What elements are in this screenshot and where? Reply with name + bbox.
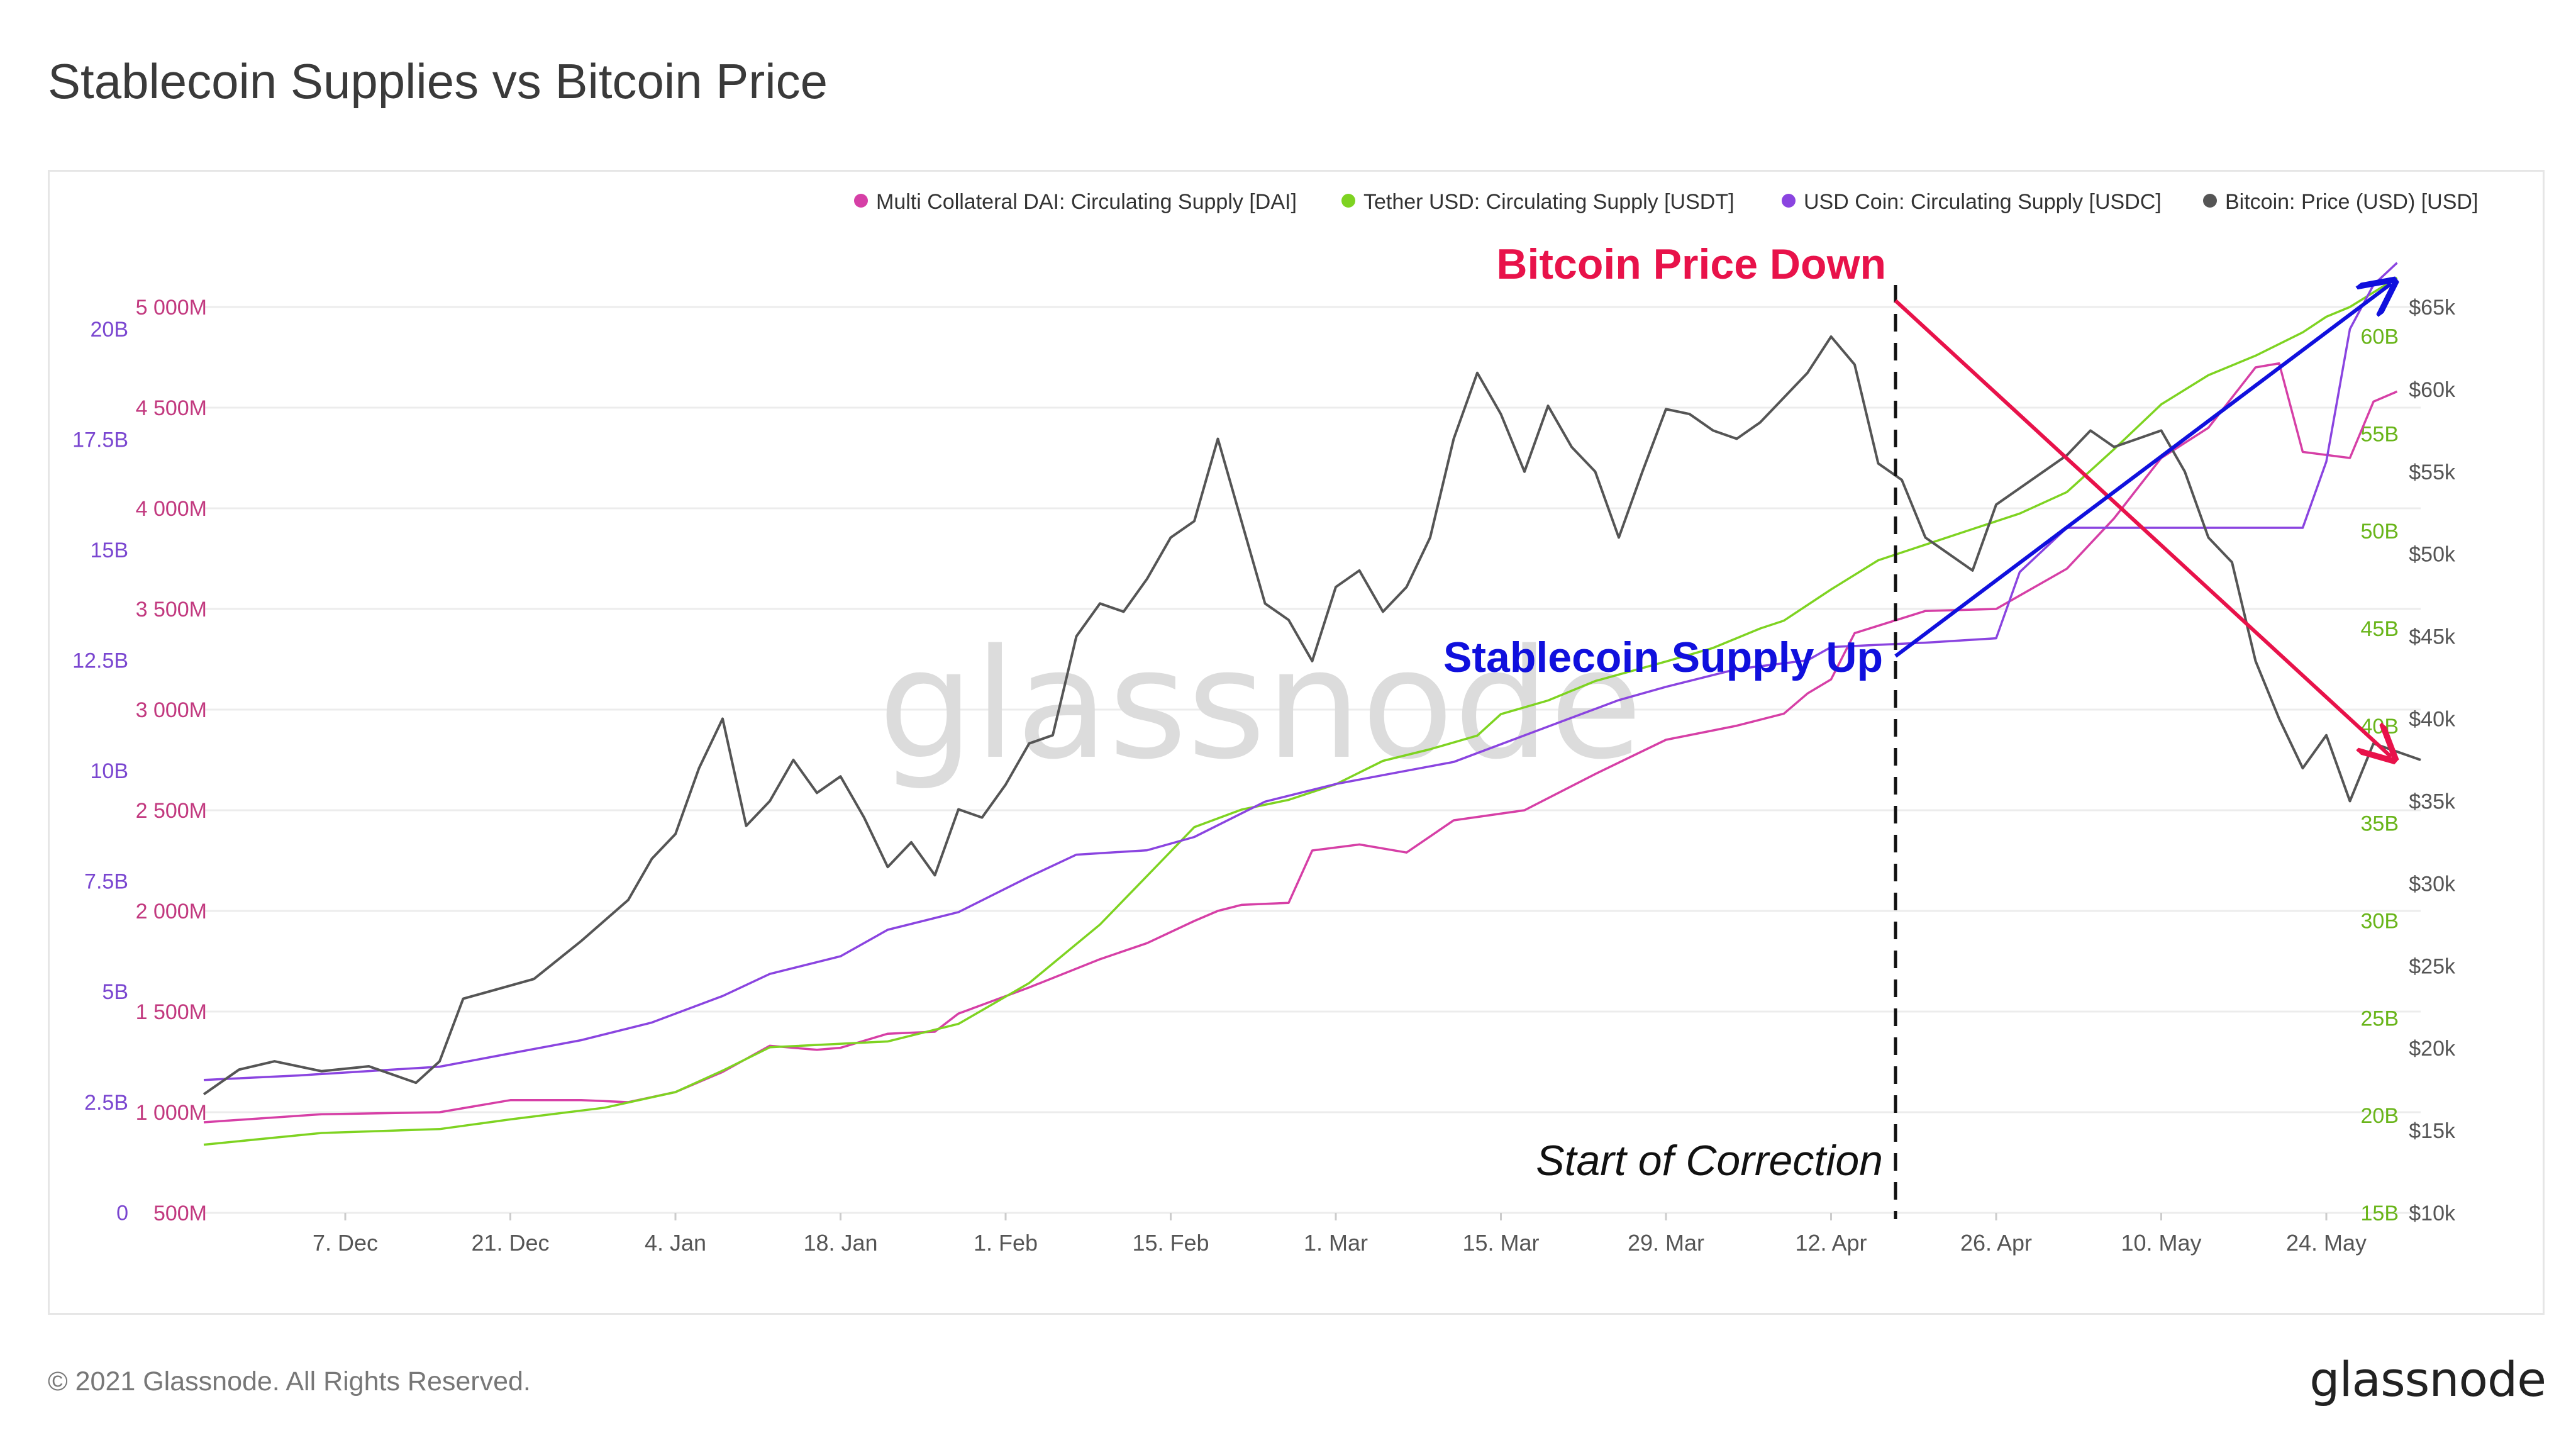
copyright: © 2021 Glassnode. All Rights Reserved. xyxy=(48,1366,531,1397)
usdc-tick-label: 20B xyxy=(91,318,129,342)
x-tick-label: 7. Dec xyxy=(313,1230,378,1256)
usdc-tick-label: 17.5B xyxy=(72,428,128,452)
usdc-tick-label: 0 xyxy=(116,1201,128,1225)
x-tick-label: 1. Mar xyxy=(1304,1230,1368,1256)
legend-label-btc: Bitcoin: Price (USD) [USD] xyxy=(2225,190,2478,214)
series-lines xyxy=(203,262,2421,1146)
btc-tick-label: $45k xyxy=(2409,625,2456,649)
dai-tick-label: 2 000M xyxy=(136,900,207,923)
usdt-tick-label: 50B xyxy=(2361,520,2399,544)
btc-tick-label: $50k xyxy=(2409,543,2456,567)
usdc-tick-label: 5B xyxy=(102,980,128,1004)
price-down-arrow xyxy=(1894,299,2391,757)
x-tick-label: 4. Jan xyxy=(645,1230,706,1256)
dai-tick-label: 4 500M xyxy=(136,396,207,420)
dai-tick-label: 1 000M xyxy=(136,1101,207,1125)
btc-tick-label: $65k xyxy=(2409,296,2456,320)
usdc-tick-label: 12.5B xyxy=(72,649,128,673)
btc-tick-label: $20k xyxy=(2409,1037,2456,1061)
supply-up-label: Stablecoin Supply Up xyxy=(1443,633,1883,681)
x-tick-label: 18. Jan xyxy=(803,1230,877,1256)
annotations: Bitcoin Price Down Stablecoin Supply Up … xyxy=(1443,240,2391,1219)
supply-up-arrow xyxy=(1894,284,2391,658)
dai-tick-label: 4 000M xyxy=(136,497,207,521)
legend-dot-btc xyxy=(2203,194,2217,208)
btc-tick-label: $40k xyxy=(2409,708,2456,732)
x-tick-label: 12. Apr xyxy=(1795,1230,1867,1256)
legend-dot-usdc xyxy=(1782,194,1796,208)
x-tick-label: 1. Feb xyxy=(974,1230,1038,1256)
usdc-tick-label: 7.5B xyxy=(84,870,128,894)
btc-tick-label: $55k xyxy=(2409,460,2456,484)
legend-dot-usdt xyxy=(1341,194,1355,208)
btc-axis: $10k $15k $20k $25k $30k $35k $40k $45k $50k $55k… xyxy=(2409,296,2456,1225)
legend-dot-dai xyxy=(854,194,868,208)
x-tick-label: 15. Feb xyxy=(1132,1230,1209,1256)
price-down-label: Bitcoin Price Down xyxy=(1496,240,1886,288)
legend: Multi Collateral DAI: Circulating Supply… xyxy=(854,190,2478,214)
usdt-tick-label: 35B xyxy=(2361,812,2399,836)
btc-tick-label: $15k xyxy=(2409,1119,2456,1143)
usdc-tick-label: 2.5B xyxy=(84,1091,128,1115)
usdt-tick-label: 55B xyxy=(2361,422,2399,446)
usdc-axis: 0 2.5B 5B 7.5B 10B 12.5B 15B 17.5B 20B xyxy=(72,318,128,1225)
chart-panel: glassnode Multi Collateral DAI: Circulat… xyxy=(48,170,2545,1315)
usdt-tick-label: 60B xyxy=(2361,325,2399,349)
x-tick-label: 21. Dec xyxy=(471,1230,549,1256)
x-tick-label: 10. May xyxy=(2121,1230,2201,1256)
series-line-btc xyxy=(203,335,2421,1096)
dai-tick-label: 1 500M xyxy=(136,1000,207,1024)
page-title: Stablecoin Supplies vs Bitcoin Price xyxy=(48,53,828,109)
dai-tick-label: 3 500M xyxy=(136,598,207,622)
watermark: glassnode xyxy=(878,616,1642,793)
series-line-usdc xyxy=(203,262,2398,1081)
btc-tick-label: $25k xyxy=(2409,954,2456,978)
usdt-tick-label: 30B xyxy=(2361,909,2399,933)
btc-tick-label: $35k xyxy=(2409,789,2456,813)
chart-svg: glassnode Multi Collateral DAI: Circulat… xyxy=(72,190,2478,1256)
dai-axis: 500M 1 000M 1 500M 2 000M 2 500M 3 000M 3 500M… xyxy=(136,296,207,1225)
correction-label: Start of Correction xyxy=(1536,1137,1883,1185)
legend-label-usdt: Tether USD: Circulating Supply [USDT] xyxy=(1363,190,1735,214)
dai-tick-label: 2 500M xyxy=(136,799,207,823)
x-tick-label: 15. Mar xyxy=(1462,1230,1539,1256)
dai-tick-label: 3 000M xyxy=(136,698,207,722)
x-tick-label: 26. Apr xyxy=(1960,1230,2032,1256)
series-line-usdt xyxy=(203,277,2398,1146)
dai-tick-label: 500M xyxy=(153,1202,207,1225)
x-tick-label: 29. Mar xyxy=(1628,1230,1704,1256)
legend-label-dai: Multi Collateral DAI: Circulating Supply… xyxy=(876,190,1297,214)
usdt-tick-label: 25B xyxy=(2361,1007,2399,1030)
usdt-tick-label: 20B xyxy=(2361,1104,2399,1128)
brand-logo: glassnode xyxy=(2309,1351,2546,1407)
usdt-tick-label: 15B xyxy=(2361,1202,2399,1225)
x-tick-label: 24. May xyxy=(2286,1230,2367,1256)
usdc-tick-label: 15B xyxy=(91,538,129,562)
btc-tick-label: $10k xyxy=(2409,1202,2456,1225)
dai-tick-label: 5 000M xyxy=(136,296,207,320)
usdt-tick-label: 45B xyxy=(2361,617,2399,641)
btc-tick-label: $30k xyxy=(2409,872,2456,896)
usdc-tick-label: 10B xyxy=(91,759,129,783)
legend-label-usdc: USD Coin: Circulating Supply [USDC] xyxy=(1804,190,2162,214)
x-axis: 7. Dec 21. Dec 4. Jan 18. Jan 1. Feb 15. Feb 1… xyxy=(313,1213,2367,1256)
btc-tick-label: $60k xyxy=(2409,378,2456,402)
